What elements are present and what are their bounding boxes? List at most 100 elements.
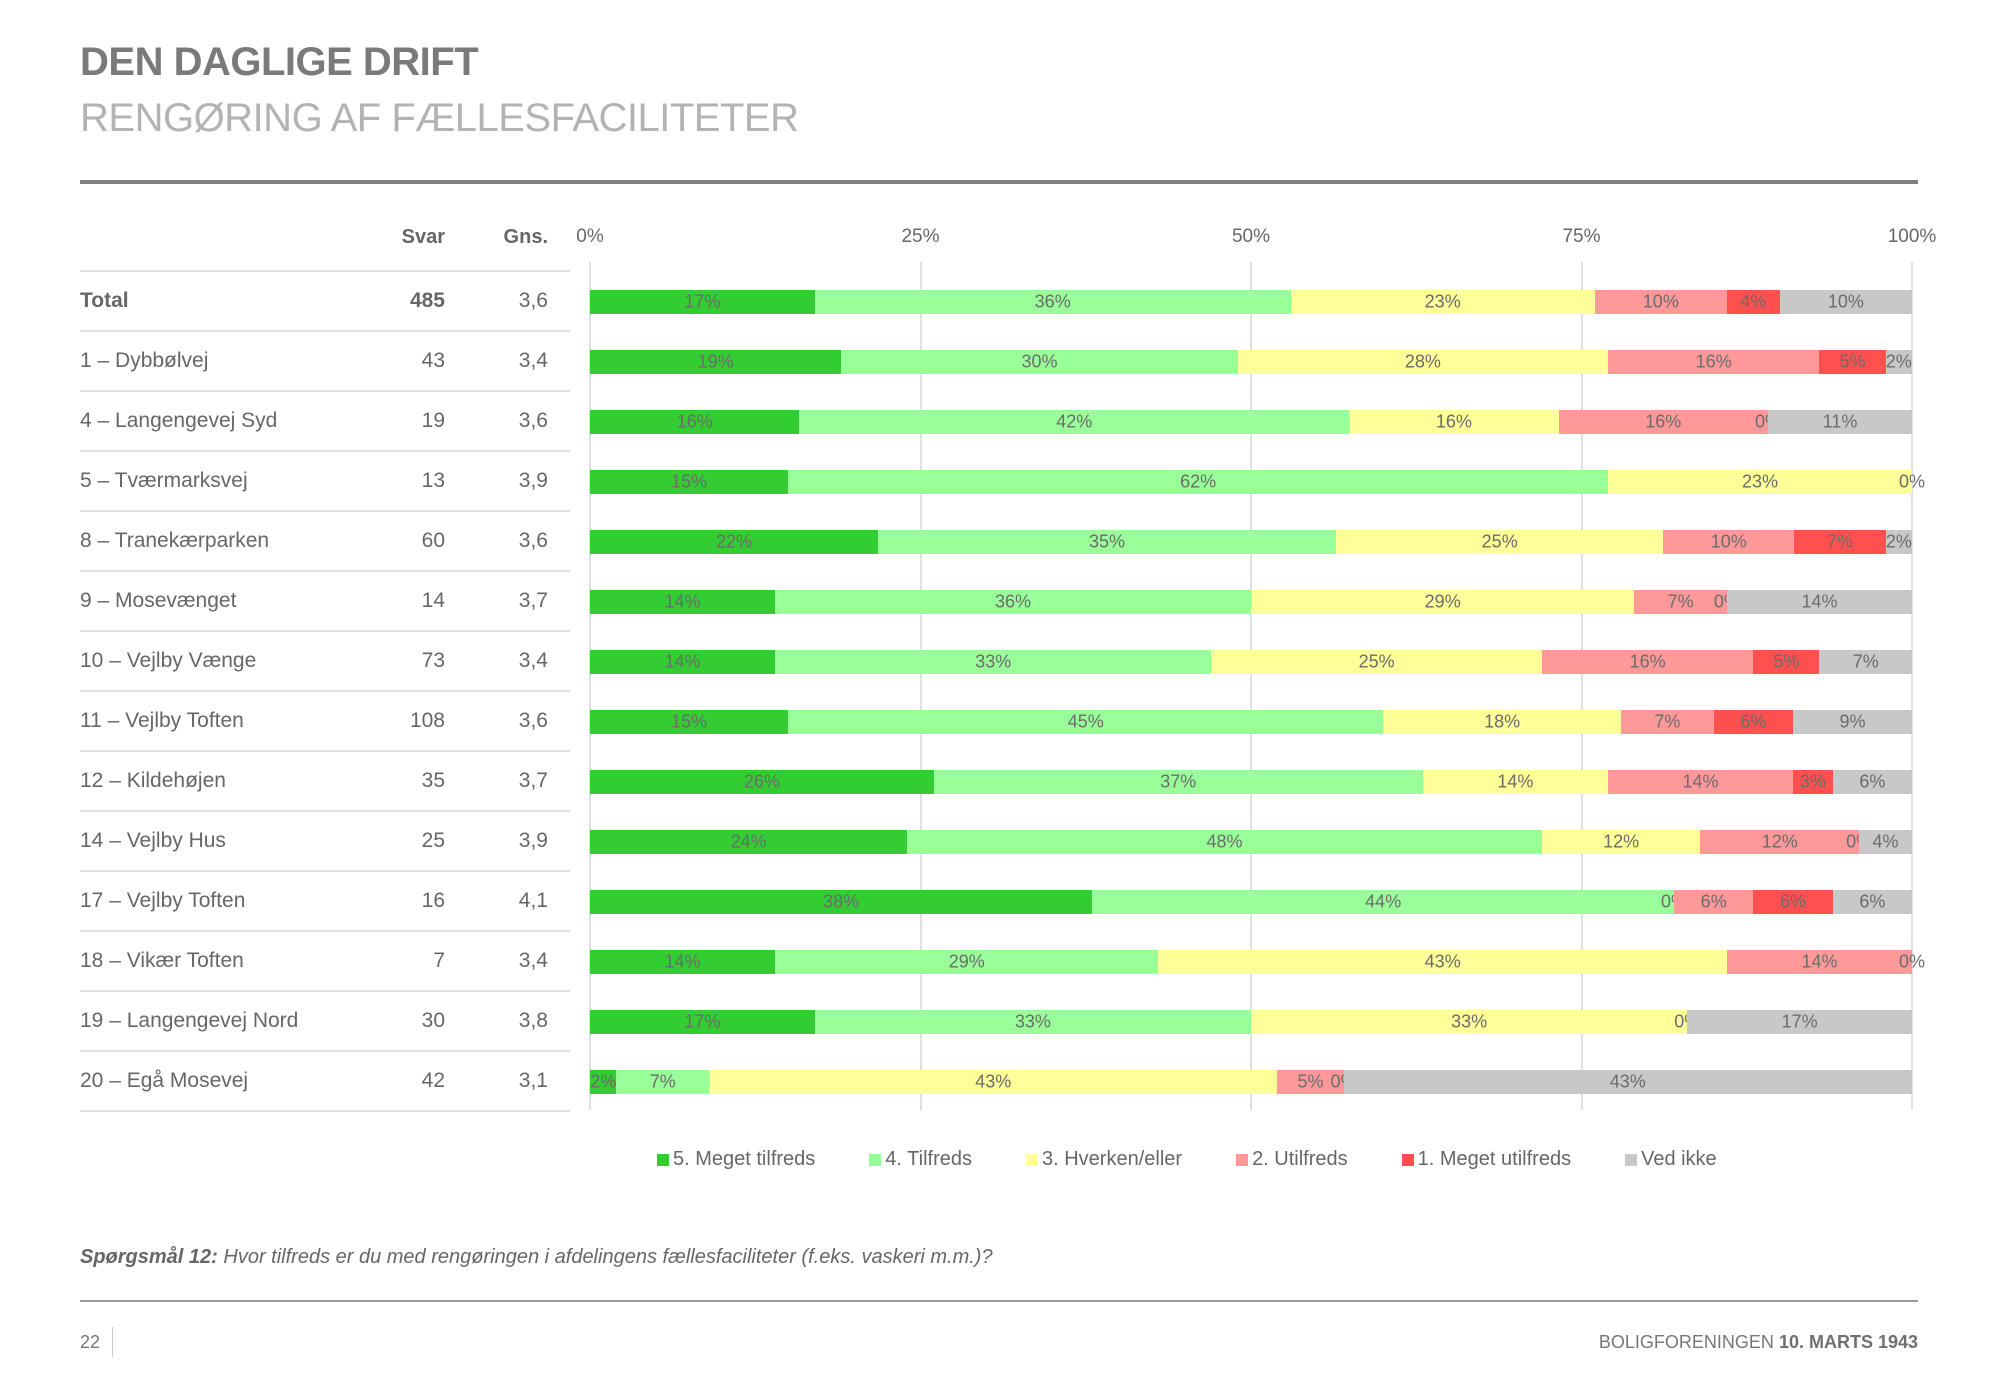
bar-segment — [1251, 1010, 1688, 1034]
bar-data-label: 6% — [1700, 891, 1727, 912]
bar-data-label: 62% — [1180, 471, 1217, 492]
bar-data-label: 10% — [1710, 531, 1747, 552]
legend-label: 2. Utilfreds — [1252, 1148, 1348, 1170]
question-label: Spørgsmål 12: — [80, 1246, 218, 1268]
bar-segment — [1607, 770, 1794, 794]
header-divider — [80, 180, 1918, 184]
bar-data-label: 25% — [1358, 651, 1395, 672]
bar-segment — [1237, 350, 1608, 374]
bar-segment — [1349, 410, 1559, 434]
bar-data-label: 43% — [1609, 1071, 1646, 1092]
row-divider — [80, 570, 570, 572]
page-subtitle: RENGØRING AF FÆLLESFACILITETER — [80, 96, 799, 140]
bar-segment — [1687, 1010, 1912, 1034]
bar-data-label: 11% — [1822, 411, 1858, 432]
row-divider — [80, 1050, 570, 1052]
bar-segment — [814, 1010, 1251, 1034]
row-label: 9 – Mosevænget — [80, 589, 237, 612]
bar-segment — [1422, 770, 1608, 794]
row-label: 12 – Kildehøjen — [80, 769, 226, 792]
bar-data-label: 16% — [676, 411, 713, 432]
bar-data-label: 19% — [697, 351, 734, 372]
bar-data-label: 0% — [1898, 471, 1926, 492]
bar-segment — [775, 590, 1251, 614]
bar-data-label: 14% — [1801, 591, 1838, 612]
bar-segment — [1779, 290, 1912, 314]
bar-data-label: 36% — [995, 591, 1032, 612]
bar-data-label: 4% — [1740, 291, 1767, 312]
row-label: 17 – Vejlby Toften — [80, 889, 246, 912]
row-divider — [80, 330, 570, 332]
bar-segment — [616, 1070, 709, 1094]
bar-segment — [1753, 650, 1820, 674]
bar-segment — [1768, 410, 1912, 434]
bar-data-label: 5% — [1839, 351, 1866, 372]
row-gns-value: 3,4 — [518, 349, 548, 372]
bar-segment — [1700, 830, 1860, 854]
row-svar-value: 25 — [421, 829, 445, 852]
row-svar-value: 60 — [421, 529, 445, 552]
page-number-separator — [112, 1327, 113, 1357]
gridline — [919, 262, 922, 1110]
legend-label: 3. Hverken/eller — [1042, 1148, 1183, 1170]
row-gns-value: 3,8 — [518, 1009, 548, 1032]
bar-data-label: 23% — [1741, 471, 1778, 492]
bar-data-label: 30% — [1021, 351, 1058, 372]
bar-segment — [1607, 350, 1820, 374]
bar-data-label: 24% — [730, 831, 767, 852]
row-divider — [80, 930, 570, 932]
question-body: Hvor tilfreds er du med rengøringen i af… — [217, 1246, 993, 1268]
row-gns-value: 3,6 — [518, 409, 548, 432]
bar-segment — [1793, 770, 1833, 794]
bar-segment — [1594, 290, 1727, 314]
bar-data-label: 15% — [671, 471, 708, 492]
bar-segment — [590, 830, 908, 854]
row-divider — [80, 630, 570, 632]
bar-data-label: 43% — [1424, 951, 1461, 972]
bar-segment — [1541, 650, 1754, 674]
legend-swatch — [1236, 1153, 1249, 1166]
legend-label: Ved ikke — [1641, 1148, 1717, 1170]
row-svar-value: 43 — [421, 349, 445, 372]
bar-data-label: 14% — [1801, 951, 1838, 972]
bar-data-label: 2% — [1885, 531, 1912, 552]
column-header-svar: Svar — [401, 226, 445, 248]
bar-segment — [590, 770, 934, 794]
bar-data-label: 6% — [1780, 891, 1807, 912]
row-gns-value: 3,9 — [518, 469, 548, 492]
row-divider — [80, 690, 570, 692]
bar-segment — [907, 830, 1542, 854]
row-label: 20 – Egå Mosevej — [80, 1069, 249, 1092]
gridline — [1250, 262, 1252, 1110]
bar-data-label: 14% — [1497, 771, 1534, 792]
legend-item: 2. Utilfreds — [1236, 1148, 1348, 1171]
bar-data-label: 43% — [975, 1071, 1012, 1092]
chart-legend: 5. Meget tilfreds 4. Tilfreds 3. Hverken/e… — [657, 1148, 1717, 1171]
bar-data-label: 18% — [1484, 711, 1521, 732]
bar-segment — [1753, 890, 1833, 914]
bar-data-label: 29% — [1424, 591, 1461, 612]
footer-org-name: BOLIGFORENINGEN — [1598, 1332, 1779, 1352]
bar-data-label: 35% — [1089, 531, 1126, 552]
bar-segment — [1819, 350, 1886, 374]
row-svar-value: 30 — [421, 1009, 445, 1032]
bar-segment — [590, 470, 789, 494]
bar-segment — [933, 770, 1423, 794]
bar-segment — [590, 1010, 815, 1034]
bar-segment — [708, 1070, 1278, 1094]
x-tick-label: 0% — [576, 226, 604, 247]
bar-data-label: 7% — [1654, 711, 1681, 732]
bar-data-label: 16% — [1629, 651, 1666, 672]
row-label: 5 – Tværmarksvej — [80, 469, 248, 492]
row-label: 10 – Vejlby Vænge — [80, 649, 257, 672]
row-divider — [80, 390, 570, 392]
bar-data-label: 36% — [1034, 291, 1071, 312]
bar-segment — [1726, 290, 1780, 314]
question-text: Spørgsmål 12: Hvor tilfreds er du med re… — [80, 1246, 993, 1269]
row-gns-value: 3,4 — [518, 649, 548, 672]
legend-item: Ved ikke — [1625, 1148, 1717, 1171]
legend-swatch — [869, 1153, 882, 1166]
bar-segment — [1277, 1070, 1344, 1094]
bar-segment — [1674, 890, 1754, 914]
bar-data-label: 17% — [684, 1011, 721, 1032]
